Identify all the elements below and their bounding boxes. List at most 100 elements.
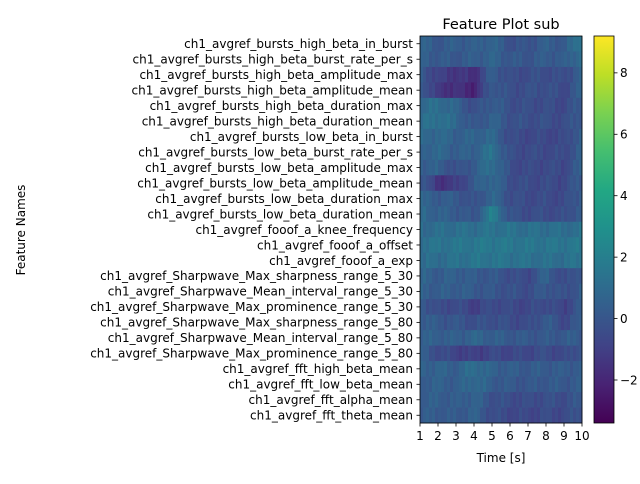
heatmap-cell xyxy=(558,330,562,346)
heatmap-cell xyxy=(501,237,505,254)
heatmap-cell xyxy=(492,159,496,176)
heatmap-cell xyxy=(480,206,484,223)
heatmap-cell xyxy=(543,128,547,145)
heatmap-cell xyxy=(426,283,430,300)
heatmap-cell xyxy=(543,66,547,83)
heatmap-cell xyxy=(486,97,490,114)
heatmap-cell xyxy=(564,36,568,52)
heatmap-cell xyxy=(453,36,457,52)
heatmap-cell xyxy=(579,221,583,238)
heatmap-cell xyxy=(441,314,445,331)
heatmap-cell xyxy=(492,175,496,192)
heatmap-cell xyxy=(498,376,502,393)
heatmap-cell xyxy=(504,159,508,176)
heatmap-cell xyxy=(438,128,442,145)
heatmap-cell xyxy=(555,252,559,269)
heatmap-cell xyxy=(486,66,490,83)
heatmap-cell xyxy=(573,51,577,68)
heatmap-cell xyxy=(540,190,544,207)
heatmap-cell xyxy=(573,128,577,145)
heatmap-cell xyxy=(426,66,430,83)
heatmap-cell xyxy=(423,407,427,424)
heatmap-cell xyxy=(489,66,493,83)
heatmap-cell xyxy=(555,407,559,424)
heatmap-cell xyxy=(444,392,448,408)
heatmap-cell xyxy=(510,159,514,176)
heatmap-cell xyxy=(549,407,553,424)
heatmap-cell xyxy=(432,283,436,300)
heatmap-cell xyxy=(522,330,526,346)
heatmap-cell xyxy=(495,113,499,130)
heatmap-cell xyxy=(528,361,532,377)
heatmap-cell xyxy=(552,128,556,145)
heatmap-cell xyxy=(480,299,484,316)
heatmap-cell xyxy=(504,97,508,114)
heatmap-cell xyxy=(531,407,535,424)
heatmap-cell xyxy=(567,283,571,300)
heatmap-cell xyxy=(477,206,481,223)
heatmap-cell xyxy=(432,36,436,52)
heatmap-cell xyxy=(435,330,439,346)
heatmap-cell xyxy=(468,252,472,269)
heatmap-cell xyxy=(447,299,451,316)
heatmap-cell xyxy=(570,361,574,377)
heatmap-cell xyxy=(474,128,478,145)
heatmap-cell xyxy=(549,82,553,99)
heatmap-cell xyxy=(450,36,454,52)
heatmap-cell xyxy=(450,407,454,424)
heatmap-cell xyxy=(516,97,520,114)
heatmap-cell xyxy=(546,314,550,331)
heatmap-cell xyxy=(486,268,490,285)
heatmap-cell xyxy=(516,376,520,393)
heatmap-cell xyxy=(534,237,538,254)
heatmap-cell xyxy=(510,206,514,223)
heatmap-cell xyxy=(474,66,478,83)
heatmap-cell xyxy=(540,314,544,331)
heatmap-cell xyxy=(525,51,529,68)
heatmap-cell xyxy=(477,175,481,192)
heatmap-cell xyxy=(486,252,490,269)
heatmap-cell xyxy=(438,283,442,300)
heatmap-cell xyxy=(489,314,493,331)
heatmap-cell xyxy=(438,299,442,316)
heatmap-cell xyxy=(507,314,511,331)
heatmap-cell xyxy=(528,283,532,300)
heatmap-cell xyxy=(432,159,436,176)
heatmap-cell xyxy=(453,128,457,145)
heatmap-cell xyxy=(462,144,466,161)
heatmap-cell xyxy=(579,51,583,68)
heatmap-cell xyxy=(510,190,514,207)
heatmap-cell xyxy=(483,361,487,377)
heatmap-cell xyxy=(423,66,427,83)
heatmap-cell xyxy=(492,51,496,68)
heatmap-cell xyxy=(519,237,523,254)
heatmap-cell xyxy=(501,299,505,316)
heatmap-cell xyxy=(522,97,526,114)
heatmap-cell xyxy=(501,175,505,192)
heatmap-cell xyxy=(534,36,538,52)
heatmap-cell xyxy=(447,82,451,99)
heatmap-cell xyxy=(564,392,568,408)
heatmap-cell xyxy=(507,392,511,408)
heatmap-cell xyxy=(579,407,583,424)
heatmap-cell xyxy=(426,190,430,207)
heatmap-cell xyxy=(468,376,472,393)
heatmap-cell xyxy=(552,190,556,207)
heatmap-cell xyxy=(426,237,430,254)
heatmap-cell xyxy=(450,376,454,393)
heatmap-cell xyxy=(534,190,538,207)
heatmap-cell xyxy=(483,190,487,207)
heatmap-cell xyxy=(468,175,472,192)
y-tick-label: ch1_avgref_bursts_low_beta_amplitude_max xyxy=(145,161,413,175)
heatmap-cell xyxy=(510,361,514,377)
heatmap-cell xyxy=(501,51,505,68)
heatmap-cell xyxy=(456,128,460,145)
heatmap-cell xyxy=(549,237,553,254)
heatmap-cell xyxy=(471,299,475,316)
heatmap-cell xyxy=(510,82,514,99)
heatmap-cell xyxy=(558,190,562,207)
heatmap-cell xyxy=(558,144,562,161)
heatmap-cell xyxy=(489,330,493,346)
heatmap-cell xyxy=(495,128,499,145)
heatmap-cell xyxy=(537,66,541,83)
